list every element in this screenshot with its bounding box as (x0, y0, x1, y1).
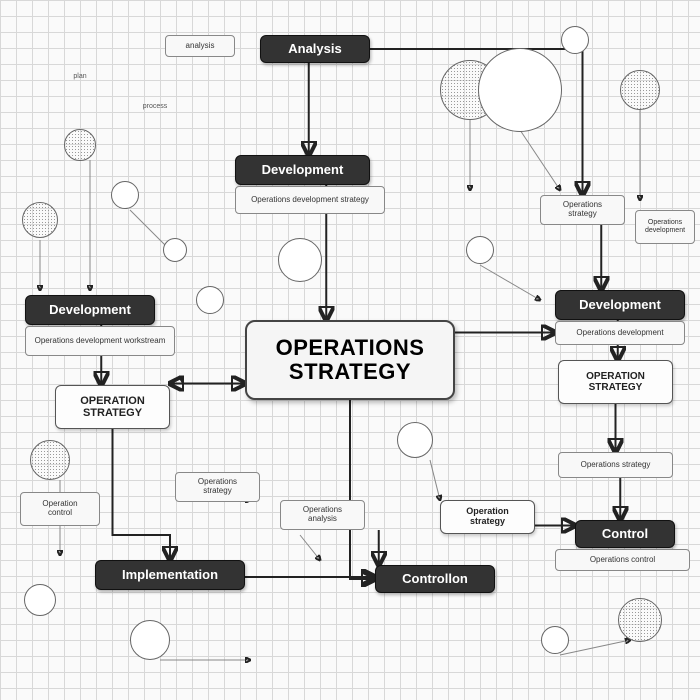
decoration-circle (478, 48, 562, 132)
decoration-circle (64, 129, 96, 161)
node-opM2: Operations analysis (280, 500, 365, 530)
decoration-circle (618, 598, 662, 642)
node-ctrlM: Controllon (375, 565, 495, 593)
decoration-circle (397, 422, 433, 458)
node-dvL: Development (25, 295, 155, 325)
node-ctrlRs: Operations control (555, 549, 690, 571)
node-imp: Implementation (95, 560, 245, 590)
decoration-circle (24, 584, 56, 616)
node-t3: process (130, 100, 180, 114)
node-an: Analysis (260, 35, 370, 63)
decoration-circle (111, 181, 139, 209)
node-ctrlR: Control (575, 520, 675, 548)
decoration-circle (541, 626, 569, 654)
decoration-circle (620, 70, 660, 110)
node-dv1s: Operations development strategy (235, 186, 385, 214)
decoration-circle (196, 286, 224, 314)
node-t2: plan (60, 70, 100, 84)
node-dvR: Development (555, 290, 685, 320)
decoration-circle (130, 620, 170, 660)
node-r1: Operations strategy (540, 195, 625, 225)
decoration-circle (466, 236, 494, 264)
decoration-circle (561, 26, 589, 54)
decoration-circle (163, 238, 187, 262)
diagram-canvas: OPERATIONS STRATEGYAnalysisDevelopmentOp… (0, 0, 700, 700)
decoration-circle (22, 202, 58, 238)
node-osR: OPERATION STRATEGY (558, 360, 673, 404)
node-osR2: Operations strategy (558, 452, 673, 478)
decoration-circle (30, 440, 70, 480)
node-dvLs: Operations development workstream (25, 326, 175, 356)
node-c: OPERATIONS STRATEGY (245, 320, 455, 400)
node-osL: OPERATION STRATEGY (55, 385, 170, 429)
node-opL2: Operation control (20, 492, 100, 526)
node-dvRs: Operations development (555, 321, 685, 345)
node-r2: Operations development (635, 210, 695, 244)
decoration-circle (278, 238, 322, 282)
node-dv1: Development (235, 155, 370, 185)
node-opM1: Operations strategy (175, 472, 260, 502)
node-opR3: Operation strategy (440, 500, 535, 534)
node-t1: analysis (165, 35, 235, 57)
